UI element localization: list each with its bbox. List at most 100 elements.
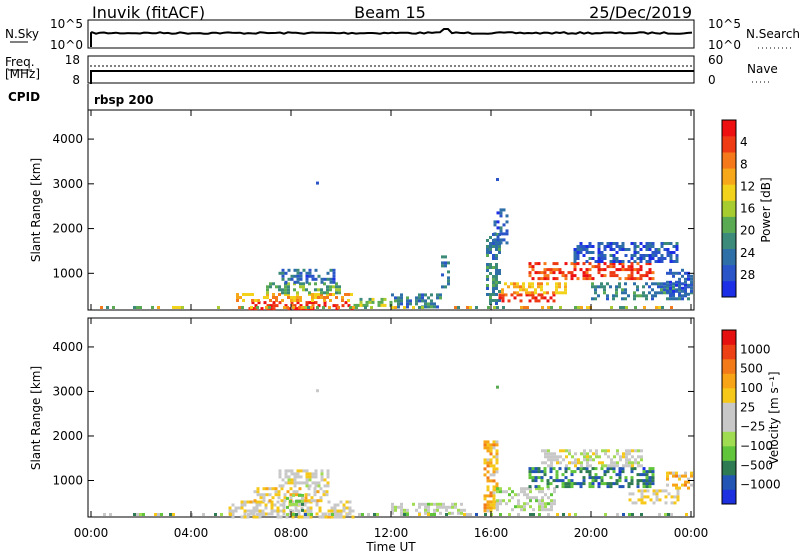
radar-cell: [642, 470, 646, 474]
radar-cell: [603, 245, 607, 248]
radar-cell: [348, 509, 352, 513]
radar-cell: [317, 484, 321, 488]
radar-cell: [568, 461, 571, 465]
radar-cell: [628, 461, 631, 465]
radar-cell: [669, 254, 673, 257]
radar-cell: [294, 506, 298, 510]
near-range-speckle: [100, 178, 673, 309]
radar-cell: [287, 291, 290, 295]
radar-cell: [332, 277, 336, 281]
radar-cell: [380, 300, 384, 304]
radar-cell: [585, 467, 589, 471]
radar-cell: [243, 515, 247, 519]
radar-cell: [444, 261, 447, 265]
colorbar-frame: [721, 119, 737, 298]
radar-cell: [579, 248, 583, 251]
radar-cell: [332, 285, 335, 289]
radar-cell: [618, 485, 622, 489]
radar-cell: [283, 306, 286, 309]
radar-cell: [214, 513, 217, 516]
radar-cell: [567, 467, 571, 471]
radar-cell: [654, 251, 658, 254]
radar-cell: [618, 277, 622, 281]
radar-cell: [627, 274, 631, 278]
radar-cell: [637, 461, 640, 465]
radar-cell: [636, 473, 640, 477]
radar-cell: [564, 467, 568, 471]
radar-cell: [287, 288, 290, 292]
radar-cell: [645, 473, 649, 477]
radar-cell: [528, 476, 532, 480]
radar-cell: [640, 501, 644, 505]
radar-cell: [231, 515, 235, 519]
radar-cell: [403, 508, 406, 512]
colorbar-tick-label: −25: [740, 420, 765, 434]
radar-cell: [634, 306, 637, 309]
radar-cell: [564, 285, 567, 289]
radar-cell: [391, 508, 394, 512]
radar-cell: [528, 470, 532, 474]
radar-cell: [625, 449, 628, 453]
radar-cell: [568, 513, 571, 516]
radar-cell: [660, 242, 664, 245]
radar-cell: [251, 293, 254, 296]
radar-cell: [538, 490, 541, 494]
radar-cell: [313, 499, 317, 503]
radar-cell: [681, 297, 684, 301]
colorbar-swatch: [722, 168, 736, 185]
radar-cell: [663, 242, 667, 245]
radar-cell: [317, 481, 321, 485]
radar-cell: [492, 467, 496, 471]
radar-cell: [597, 265, 601, 269]
radar-cell: [252, 512, 256, 516]
radar-cell: [365, 300, 369, 304]
radar-cell: [637, 455, 640, 459]
radar-cell: [496, 505, 499, 509]
radar-cell: [229, 513, 232, 516]
scatter-region: [541, 449, 643, 468]
radar-cell: [296, 299, 299, 302]
radar-cell: [486, 506, 490, 510]
radar-cell: [495, 269, 498, 272]
radar-cell: [669, 271, 672, 275]
radar-cell: [492, 284, 495, 287]
radar-cell: [424, 508, 427, 512]
radar-cell: [594, 479, 598, 483]
radar-cell: [172, 306, 175, 309]
radar-cell: [678, 486, 681, 490]
radar-cell: [645, 242, 649, 245]
radar-cell: [492, 464, 496, 468]
radar-cell: [561, 291, 564, 295]
radar-cell: [457, 511, 460, 515]
radar-cell: [504, 282, 507, 286]
radar-cell: [496, 220, 500, 224]
radar-cell: [612, 467, 616, 471]
radar-cell: [648, 470, 652, 474]
radar-cell: [496, 508, 499, 512]
radar-cell: [525, 293, 529, 297]
radar-cell: [684, 271, 687, 275]
radar-cell: [293, 296, 296, 299]
colorbar-tick-label: 1000: [740, 342, 771, 356]
radar-cell: [492, 494, 496, 498]
radar-cell: [537, 476, 541, 480]
radar-cell: [326, 291, 329, 295]
radar-cell: [495, 254, 498, 257]
radar-cell: [302, 282, 305, 286]
radar-cell: [639, 260, 643, 263]
radar-cell: [397, 302, 400, 306]
radar-cell: [690, 474, 693, 478]
radar-cell: [520, 490, 523, 494]
radar-cell: [537, 467, 541, 471]
radar-cell: [526, 496, 529, 500]
radar-cell: [335, 304, 339, 308]
radar-cell: [666, 289, 669, 293]
radar-cell: [631, 501, 635, 505]
radar-cell: [318, 509, 322, 513]
radar-cell: [633, 248, 637, 251]
radar-cell: [489, 263, 492, 266]
radar-cell: [255, 506, 259, 510]
radar-cell: [576, 262, 580, 266]
radar-cell: [499, 238, 503, 242]
